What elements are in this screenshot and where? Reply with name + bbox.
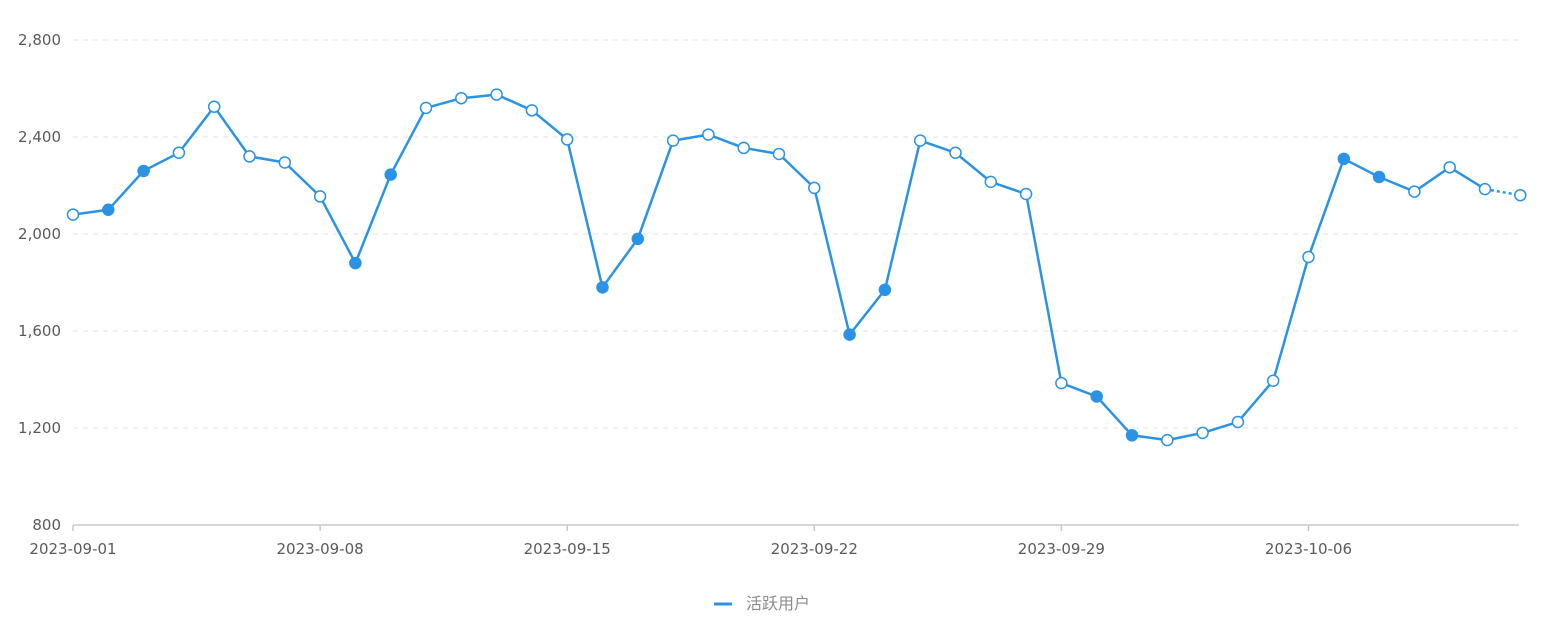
data-point — [1161, 433, 1174, 447]
data-point — [1090, 390, 1103, 403]
grid-lines — [73, 39, 1519, 429]
data-point — [949, 146, 962, 160]
x-tick-label: 2023-09-01 — [29, 540, 116, 558]
data-point — [66, 208, 80, 221]
data-point — [878, 283, 892, 297]
data-point — [1408, 185, 1421, 198]
data-point — [102, 203, 115, 216]
data-point — [560, 133, 574, 146]
data-point — [1125, 429, 1139, 442]
data-point — [1231, 415, 1245, 429]
data-point — [384, 168, 397, 181]
data-point — [702, 128, 715, 141]
data-point — [1055, 376, 1068, 390]
data-point — [172, 146, 186, 160]
y-tick-label: 1,600 — [18, 322, 61, 340]
data-point — [666, 134, 680, 147]
data-point — [207, 100, 221, 113]
data-point — [278, 156, 292, 169]
data-point — [913, 134, 927, 147]
data-point — [490, 88, 503, 101]
legend-label: 活跃用户 — [746, 594, 810, 613]
data-point — [419, 101, 433, 115]
data-point — [843, 328, 856, 341]
data-point — [243, 150, 256, 163]
data-point — [137, 164, 150, 178]
x-tick-label: 2023-09-08 — [277, 540, 364, 558]
x-tick-label: 2023-09-29 — [1018, 540, 1105, 558]
data-point — [1514, 188, 1527, 202]
legend[interactable]: 活跃用户 — [714, 594, 810, 613]
y-tick-label: 2,400 — [18, 128, 61, 146]
data-point — [455, 91, 468, 105]
series-line — [71, 93, 1487, 442]
data-point — [1443, 161, 1456, 174]
data-point — [737, 141, 750, 155]
data-point — [772, 147, 786, 161]
y-tick-label: 1,200 — [18, 419, 61, 437]
x-tick-label: 2023-09-15 — [524, 540, 611, 558]
data-point — [1302, 250, 1315, 264]
data-point — [808, 181, 821, 195]
x-tick-label: 2023-09-22 — [771, 540, 858, 558]
y-tick-label: 2,000 — [18, 225, 61, 243]
x-tick-label: 2023-10-06 — [1265, 540, 1352, 558]
data-point — [1372, 170, 1386, 184]
data-point — [1478, 182, 1492, 196]
data-point — [1266, 374, 1280, 387]
data-point — [525, 104, 539, 117]
data-point — [1019, 187, 1033, 201]
data-point — [631, 232, 645, 246]
data-point — [349, 256, 362, 270]
data-point — [1196, 426, 1209, 440]
y-tick-label: 2,800 — [18, 31, 61, 49]
data-point — [984, 175, 998, 189]
y-tick-label: 800 — [32, 516, 61, 534]
data-point — [313, 190, 327, 203]
series-layer — [66, 88, 1527, 447]
axes: 800 1,200 1,600 2,000 2,400 2,800 2023-09-01 20… — [18, 31, 1519, 558]
data-point — [596, 281, 609, 294]
data-point — [1337, 152, 1351, 166]
